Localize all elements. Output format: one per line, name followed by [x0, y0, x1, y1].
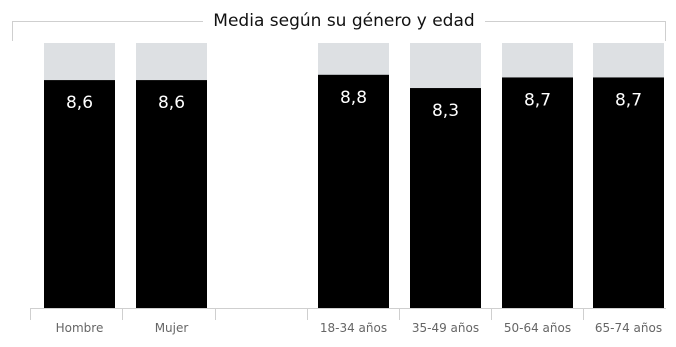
chart-frame-right: [665, 21, 666, 41]
bar-value-label: 8,6: [158, 93, 185, 113]
bar: [318, 74, 389, 308]
bar-value-label: 8,7: [524, 90, 551, 110]
category-label: 50-64 años: [504, 321, 571, 335]
bar: [136, 80, 207, 308]
chart-frame-top-left: [12, 21, 207, 22]
bar: [44, 80, 115, 308]
chart-title: Media según su género y edad: [203, 8, 485, 36]
category-label: 65-74 años: [595, 321, 662, 335]
bar: [410, 88, 481, 308]
bar-value-label: 8,3: [432, 101, 459, 121]
chart-frame-left: [12, 21, 13, 41]
bar: [593, 77, 664, 308]
bar-value-label: 8,7: [615, 90, 642, 110]
category-label: Mujer: [155, 321, 189, 335]
category-label: Hombre: [56, 321, 104, 335]
bar: [502, 77, 573, 308]
chart-frame-top-right: [483, 21, 666, 22]
category-label: 18-34 años: [320, 321, 387, 335]
category-label: 35-49 años: [412, 321, 479, 335]
bar-value-label: 8,6: [66, 93, 93, 113]
bar-value-label: 8,8: [340, 88, 367, 108]
